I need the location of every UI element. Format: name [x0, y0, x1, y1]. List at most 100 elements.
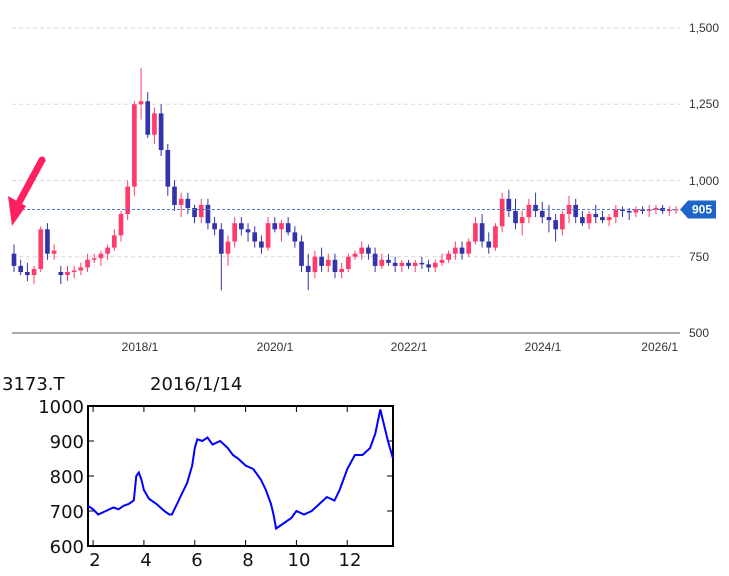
candle-body [466, 241, 472, 254]
candle-body [620, 209, 625, 211]
candle-body [245, 229, 251, 233]
candle-body [272, 223, 278, 230]
y-tick-label: 1,000 [689, 174, 719, 188]
candle-body [205, 204, 211, 224]
candle-body [613, 209, 619, 218]
candle-body [138, 101, 144, 105]
candle-body [332, 259, 338, 272]
candle-body [85, 259, 90, 268]
candle-body [78, 267, 84, 271]
candle-body [252, 232, 258, 242]
candle-body [125, 186, 131, 215]
candle-body [633, 209, 639, 213]
candle-body [473, 223, 478, 242]
candle-body [539, 211, 545, 218]
candle-body [305, 265, 311, 272]
candle-body [580, 217, 585, 224]
candle-body [559, 214, 565, 230]
candle-body [526, 204, 532, 218]
candle-body [640, 209, 645, 211]
main-candlestick-chart: 1,500 1,250 1,000 750 500 2018/1 2020/1 … [8, 21, 719, 354]
candle-body [519, 217, 525, 224]
candle-body [513, 211, 518, 224]
x-tick-label: 8 [242, 550, 253, 571]
candle-body [593, 214, 599, 218]
x-tick-label: 12 [339, 550, 362, 571]
candle-body [218, 229, 224, 254]
candle-body [386, 259, 391, 263]
candle-body [573, 204, 579, 218]
x-tick-label: 4 [140, 550, 151, 571]
candle-body [299, 241, 304, 266]
candle-body [279, 223, 284, 230]
y-tick-label: 1,250 [689, 97, 719, 111]
candle-body [172, 186, 177, 205]
candle-body [145, 101, 151, 135]
candle-body [25, 272, 30, 276]
candle-body [419, 262, 425, 265]
candle-body [372, 253, 378, 266]
candle-body [212, 223, 217, 230]
candle-body [452, 247, 458, 254]
candle-body [506, 198, 512, 211]
y-tick-label: 800 [50, 467, 84, 488]
y-tick-label: 1000 [38, 397, 84, 418]
candle-body [98, 253, 104, 259]
candle-body [479, 223, 485, 242]
candle-body [71, 270, 77, 272]
stock-code: 3173.T [2, 374, 66, 395]
small-y-tick-labels: 1000 900 800 700 600 [38, 397, 84, 558]
candle-body [58, 272, 64, 276]
x-tick-label: 2020/1 [257, 340, 294, 354]
candle-body [666, 209, 672, 211]
candle-body [439, 259, 445, 263]
candle-body [339, 268, 344, 272]
y-tick-label: 750 [689, 250, 709, 264]
y-tick-label: 1,500 [689, 21, 719, 35]
candle-body [586, 214, 592, 224]
candle-body [165, 150, 171, 187]
x-tick-label: 6 [191, 550, 202, 571]
candle-body [446, 253, 451, 260]
candle-body [459, 247, 465, 254]
small-tick-marks [88, 405, 393, 547]
chart-date: 2016/1/14 [150, 374, 242, 395]
candle-body [499, 198, 505, 227]
candle-body [239, 223, 244, 230]
x-tick-label: 10 [288, 550, 311, 571]
current-price-badge-shape [680, 200, 716, 219]
candle-body [379, 259, 385, 266]
candle-body [158, 113, 164, 150]
candle-body [626, 211, 632, 213]
candle-body [399, 262, 405, 266]
candle-body [392, 262, 398, 266]
current-price-badge: 905 [680, 200, 716, 219]
candle-body [91, 258, 97, 260]
x-tick-label: 2024/1 [525, 340, 562, 354]
candle-body [31, 268, 37, 276]
candle-body [673, 209, 679, 211]
y-tick-label: 900 [50, 432, 84, 453]
y-tick-label: 500 [689, 326, 709, 340]
candle-body [285, 223, 291, 233]
candle-body [646, 209, 652, 211]
candle-body [352, 253, 358, 257]
y-tick-label: 600 [50, 537, 84, 558]
candle-body [359, 247, 365, 254]
x-tick-label: 2018/1 [122, 340, 159, 354]
x-tick-label: 2022/1 [391, 340, 428, 354]
candle-body [265, 223, 271, 248]
candle-body [65, 272, 70, 276]
candle-body [38, 229, 44, 269]
candle-body [325, 259, 331, 266]
small-x-tick-labels: 2 4 6 8 10 12 [89, 550, 361, 571]
candle-body [493, 226, 498, 248]
pink-arrow-icon [8, 156, 46, 226]
candle-body [486, 241, 492, 248]
candle-body [152, 113, 157, 135]
x-tick-labels: 2018/1 2020/1 2022/1 2024/1 2026/1 [122, 340, 679, 354]
candle-body [412, 262, 418, 266]
candle-body [178, 198, 184, 205]
candle-body [45, 229, 50, 254]
y-tick-labels: 1,500 1,250 1,000 750 500 [689, 21, 719, 340]
